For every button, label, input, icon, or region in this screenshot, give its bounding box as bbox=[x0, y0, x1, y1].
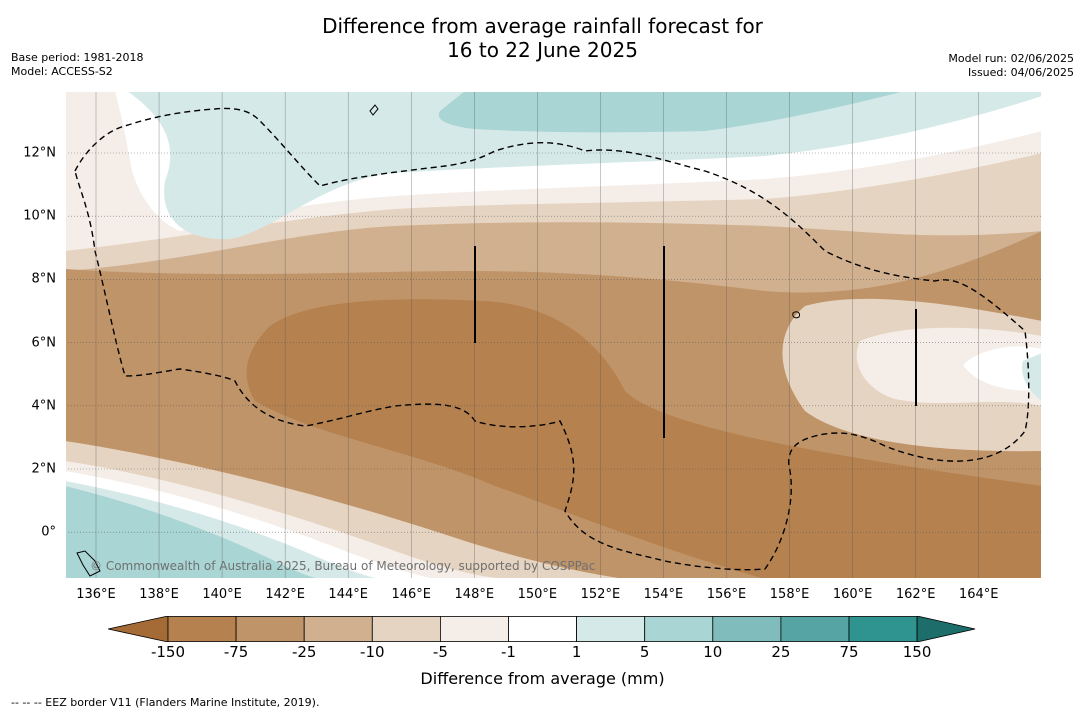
copyright-credit: © Commonwealth of Australia 2025, Bureau… bbox=[90, 559, 596, 573]
y-tick-label: 12°N bbox=[23, 145, 56, 161]
colorbar-tick-label: -75 bbox=[223, 643, 249, 661]
run-info: Model run: 02/06/2025 Issued: 04/06/2025 bbox=[948, 52, 1074, 80]
island-outline-guam bbox=[369, 104, 379, 116]
colorbar-swatch bbox=[780, 616, 850, 642]
map-frame bbox=[65, 91, 1042, 579]
colorbar-tick-label: -5 bbox=[432, 643, 448, 661]
colorbar-extend-low bbox=[107, 615, 169, 643]
rainfall-map bbox=[65, 91, 1042, 579]
colorbar-tick-label: 10 bbox=[703, 643, 723, 661]
model-text: Model: ACCESS-S2 bbox=[11, 65, 113, 78]
colorbar-tick-label: 75 bbox=[839, 643, 859, 661]
shade-east-blue-2 bbox=[1021, 353, 1042, 401]
title-line-2: 16 to 22 June 2025 bbox=[447, 38, 638, 62]
map-title: Difference from average rainfall forecas… bbox=[0, 14, 1085, 62]
parallel-lines bbox=[65, 152, 1042, 533]
colorbar-swatch bbox=[848, 616, 918, 642]
shade-plus-1-5 bbox=[127, 91, 1042, 240]
colorbar-swatch bbox=[439, 616, 509, 642]
colorbar-tick-label: 1 bbox=[571, 643, 582, 661]
base-info: Base period: 1981-2018 Model: ACCESS-S2 bbox=[11, 51, 143, 79]
x-tick-label: 136°E bbox=[76, 587, 116, 602]
colorbar-swatch bbox=[235, 616, 305, 642]
eez-footnote: -- -- -- EEZ border V11 (Flanders Marine… bbox=[11, 696, 320, 709]
issued-text: Issued: 04/06/2025 bbox=[967, 66, 1074, 79]
y-tick-label: 4°N bbox=[31, 398, 57, 414]
colorbar-tick-label: 5 bbox=[639, 643, 650, 661]
colorbar-tick-label: -1 bbox=[501, 643, 516, 661]
title-line-1: Difference from average rainfall forecas… bbox=[322, 14, 763, 38]
shade-southwest-plus-5 bbox=[65, 486, 320, 579]
x-tick-label: 162°E bbox=[895, 587, 936, 602]
colorbar-tick-label: 25 bbox=[771, 643, 791, 661]
island-outline-png bbox=[76, 550, 101, 577]
colorbar-swatch bbox=[576, 616, 646, 642]
x-tick-label: 164°E bbox=[958, 587, 999, 602]
colorbar-label: Difference from average (mm) bbox=[420, 669, 665, 688]
colorbar-tick-label: -150 bbox=[150, 643, 186, 661]
eez-border bbox=[74, 107, 1030, 571]
x-tick-label: 156°E bbox=[706, 587, 747, 602]
island-outline-pohnpei bbox=[792, 311, 800, 319]
base-period-text: Base period: 1981-2018 bbox=[11, 51, 144, 64]
colorbar-swatch bbox=[712, 616, 782, 642]
shade-east-light-2 bbox=[856, 327, 1042, 406]
colorbar-tick-label: -10 bbox=[360, 643, 385, 661]
shade-plus-5-10 bbox=[438, 91, 905, 133]
y-tick-label: 6°N bbox=[31, 335, 57, 351]
colorbar-tick-label: 150 bbox=[902, 643, 932, 661]
colorbar-swatch bbox=[371, 616, 441, 642]
y-tick-label: 8°N bbox=[31, 271, 57, 287]
colorbar bbox=[107, 615, 978, 643]
x-tick-label: 144°E bbox=[328, 587, 368, 602]
x-tick-label: 138°E bbox=[139, 587, 179, 602]
x-tick-label: 154°E bbox=[643, 587, 684, 602]
x-tick-label: 158°E bbox=[769, 587, 810, 602]
shade-east-white-2 bbox=[963, 346, 1042, 391]
shade-minus-75-core bbox=[246, 299, 1042, 579]
colorbar-swatch bbox=[644, 616, 714, 642]
x-tick-label: 152°E bbox=[580, 587, 621, 602]
colorbar-extend-high bbox=[916, 615, 976, 643]
y-tick-label: 2°N bbox=[31, 461, 57, 477]
x-tick-label: 140°E bbox=[202, 587, 242, 602]
x-tick-label: 148°E bbox=[454, 587, 495, 602]
y-tick-label: 0° bbox=[41, 524, 56, 540]
colorbar-swatch bbox=[303, 616, 373, 642]
x-tick-label: 150°E bbox=[517, 587, 558, 602]
map-svg bbox=[65, 91, 1042, 579]
colorbar-svg bbox=[107, 615, 976, 643]
x-tick-label: 142°E bbox=[265, 587, 305, 602]
colorbar-swatch bbox=[508, 616, 577, 642]
colorbar-tick-label: -25 bbox=[291, 643, 317, 661]
model-run-text: Model run: 02/06/2025 bbox=[948, 52, 1074, 65]
x-tick-label: 160°E bbox=[832, 587, 873, 602]
colorbar-swatch bbox=[167, 616, 237, 642]
x-tick-label: 146°E bbox=[391, 587, 432, 602]
y-tick-label: 10°N bbox=[23, 208, 56, 224]
